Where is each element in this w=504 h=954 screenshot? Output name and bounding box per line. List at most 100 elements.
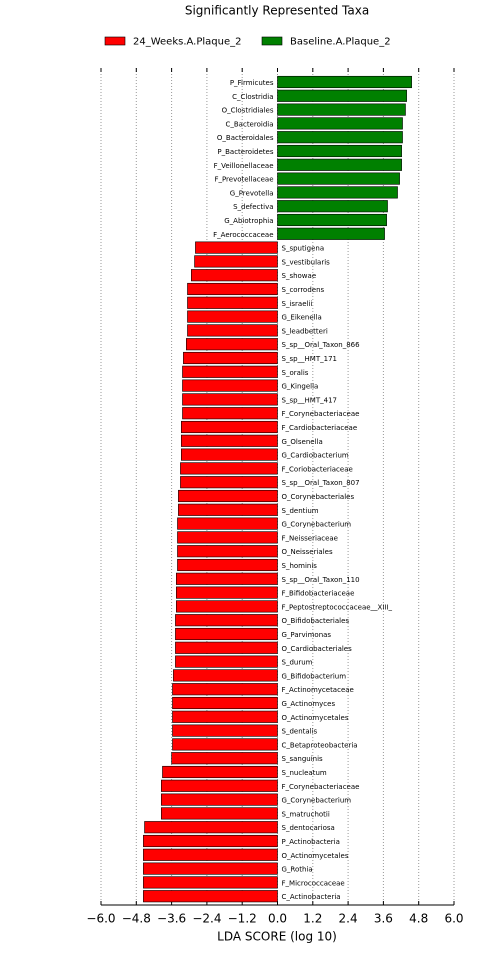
- bar: [176, 572, 278, 585]
- legend-swatch: [261, 36, 283, 46]
- bar-label: S_sanguinis: [282, 755, 324, 763]
- legend-label: Baseline.A.Plaque_2: [290, 37, 391, 48]
- bar: [191, 269, 278, 282]
- bar: [172, 724, 278, 737]
- bar: [175, 641, 278, 654]
- bar: [187, 282, 278, 296]
- x-tick-label: 4.8: [409, 912, 428, 926]
- bar-label: S_israelii: [282, 300, 313, 308]
- bar-label: C_Actinobacteria: [282, 893, 341, 901]
- bar-label: S_dentocariosa: [282, 824, 335, 832]
- bar-label: O_Actinomycetales: [282, 852, 349, 860]
- bar-label: O_Bacteroidales: [217, 134, 274, 142]
- bar: [172, 683, 278, 696]
- bar-label: S_matruchotii: [282, 810, 330, 818]
- bar: [176, 600, 278, 613]
- bar: [175, 627, 278, 641]
- legend-swatch: [104, 36, 126, 46]
- bar-label: G_Abiotrophia: [224, 217, 273, 225]
- bar: [277, 103, 406, 116]
- bar: [182, 379, 278, 392]
- bar: [178, 489, 278, 503]
- bar: [187, 324, 278, 337]
- bar-label: O_Cardiobacteriales: [282, 645, 353, 653]
- bar: [172, 738, 278, 751]
- bar: [180, 476, 278, 489]
- x-tick-label: −1.2: [228, 912, 257, 926]
- bar-label: F_Bifidobacteriaceae: [282, 590, 355, 598]
- bar: [144, 821, 278, 834]
- bar-label: F_Cardiobacteriaceae: [282, 424, 358, 432]
- bar-label: S_corrodens: [282, 286, 325, 294]
- x-tick-label: 6.0: [444, 912, 463, 926]
- bar: [180, 462, 278, 475]
- bar-label: G_Parvimonas: [282, 631, 332, 639]
- bar-label: P_Bacteroidetes: [217, 148, 273, 156]
- bar: [187, 310, 278, 323]
- bar: [277, 213, 387, 227]
- bar: [162, 765, 278, 779]
- x-tick-label: −2.4: [192, 912, 221, 926]
- bar-label: F_Corynebacteriaceae: [282, 410, 360, 418]
- bar: [143, 890, 278, 903]
- bar: [172, 710, 278, 723]
- bar-label: G_Prevotella: [230, 189, 274, 197]
- bar-label: S_defectiva: [233, 203, 273, 211]
- bar-label: P_Firmicutes: [230, 79, 274, 87]
- bar: [277, 172, 400, 185]
- bar-label: O_Neisseriales: [282, 548, 333, 556]
- bar-label: S_showae: [282, 272, 317, 280]
- bar: [182, 407, 278, 420]
- bar: [143, 862, 278, 875]
- bar-label: C_Bacteroidia: [225, 120, 273, 128]
- bar: [181, 434, 278, 447]
- bar-label: F_Neisseriaceae: [282, 534, 338, 542]
- bar: [277, 89, 407, 102]
- bar: [194, 255, 278, 268]
- bar-label: P_Actinobacteria: [282, 838, 340, 846]
- bar-label: S_vestibularis: [282, 258, 331, 266]
- bar-label: G_Corynebacterium: [282, 797, 352, 805]
- bar: [195, 241, 278, 254]
- bar-label: F_Aerococcaceae: [213, 231, 273, 239]
- chart-title: Significantly Represented Taxa: [185, 4, 369, 18]
- bar-label: O_Corynebacteriales: [282, 493, 355, 501]
- x-tick-label: −6.0: [86, 912, 115, 926]
- bar: [177, 558, 278, 572]
- bar: [177, 517, 278, 530]
- bar: [143, 834, 278, 848]
- bar-label: S_oralis: [282, 369, 309, 377]
- bar-label: G_Kingella: [282, 383, 319, 391]
- bar-label: F_Veillonellaceae: [214, 162, 274, 170]
- bar: [277, 131, 403, 144]
- x-tick-label: 1.2: [303, 912, 322, 926]
- bar: [183, 351, 278, 365]
- bar: [161, 807, 278, 820]
- bar: [177, 531, 278, 544]
- bar: [143, 876, 278, 889]
- bar: [161, 793, 278, 806]
- bar-label: G_Corynebacterium: [282, 521, 352, 529]
- bar: [277, 200, 388, 213]
- bar-label: F_Micrococcaceae: [282, 879, 345, 887]
- bar: [172, 696, 278, 710]
- bar-label: C_Clostridia: [232, 93, 273, 101]
- bar-label: S_sp__Oral_Taxon_866: [282, 341, 361, 349]
- bar-label: G_Olsenella: [282, 438, 323, 446]
- bar-label: S_sp__Oral_Taxon_110: [282, 576, 360, 584]
- bar-label: S_nucleatum: [282, 769, 327, 777]
- bar-label: S_sputigena: [282, 245, 325, 253]
- bar: [176, 586, 278, 599]
- bar: [181, 448, 278, 461]
- x-tick-label: 2.4: [339, 912, 358, 926]
- bar: [171, 752, 278, 765]
- bar: [277, 144, 402, 158]
- bar-label: G_Cardiobacterium: [282, 452, 349, 460]
- bar-label: G_Actinomyces: [282, 700, 336, 708]
- bar: [182, 365, 278, 378]
- bar: [182, 393, 278, 406]
- x-tick-label: 0.0: [268, 912, 287, 926]
- bar-label: G_Rothia: [282, 866, 313, 874]
- bar-label: S_dentium: [282, 507, 319, 515]
- bar-label: S_dentalis: [282, 728, 318, 736]
